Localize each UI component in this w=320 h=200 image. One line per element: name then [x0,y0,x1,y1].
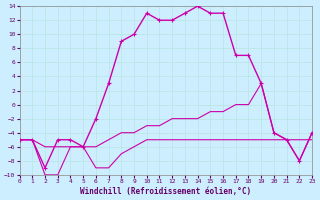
X-axis label: Windchill (Refroidissement éolien,°C): Windchill (Refroidissement éolien,°C) [80,187,252,196]
